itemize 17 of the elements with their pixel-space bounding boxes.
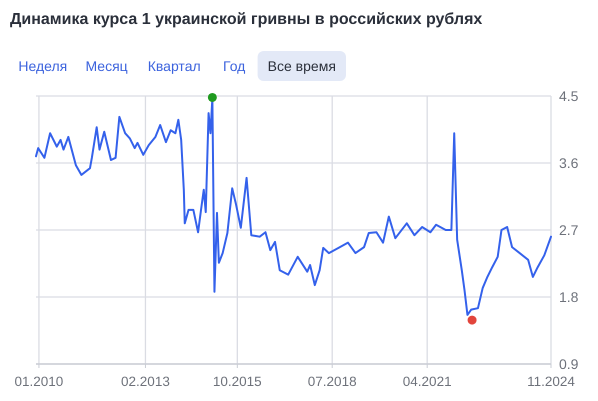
- chart-title: Динамика курса 1 украинской гривны в российских рублях: [10, 11, 482, 28]
- text: Месяц: [85, 58, 128, 74]
- text: Неделя: [18, 58, 68, 74]
- y-tick-label: 1.8: [559, 289, 579, 305]
- text: Год: [223, 58, 246, 74]
- text: Квартал: [148, 58, 201, 74]
- x-tick-label: 10.2015: [212, 374, 262, 389]
- y-tick-label: 0.9: [559, 356, 579, 372]
- x-tick-label: 07.2018: [308, 374, 357, 389]
- text: Все время: [268, 58, 336, 74]
- x-tick-label: 02.2013: [121, 374, 170, 389]
- y-tick-label: 3.6: [559, 155, 579, 171]
- x-tick-label: 04.2021: [402, 374, 452, 389]
- x-tick-label: 11.2024: [527, 374, 576, 389]
- x-tick-label: 01.2010: [14, 374, 64, 389]
- y-tick-label: 4.5: [559, 88, 579, 104]
- y-tick-label: 2.7: [559, 222, 579, 238]
